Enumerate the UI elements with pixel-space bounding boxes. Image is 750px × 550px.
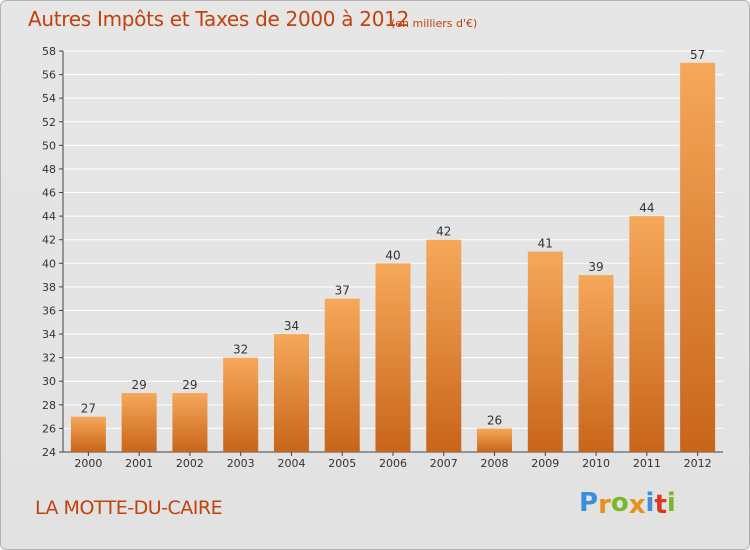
data-label: 42 [436, 225, 451, 239]
bar-2011 [629, 216, 665, 452]
bar-2008 [477, 428, 513, 452]
bars [70, 62, 716, 452]
bar-2006 [375, 263, 411, 452]
y-tick-label: 52 [42, 116, 56, 129]
data-label: 34 [284, 319, 299, 333]
bar-2010 [578, 275, 614, 452]
x-tick-label: 2000 [74, 457, 102, 470]
x-tick-label: 2008 [481, 457, 509, 470]
y-tick-label: 54 [42, 92, 56, 105]
logo-letter: o [610, 488, 629, 518]
data-label: 41 [538, 237, 553, 251]
logo-letter: r [598, 490, 611, 520]
x-tick-label: 2005 [328, 457, 356, 470]
x-tick-label: 2009 [531, 457, 559, 470]
data-label: 29 [132, 378, 147, 392]
y-tick-label: 36 [42, 304, 56, 317]
bar-2003 [223, 357, 259, 452]
chart-title: Autres Impôts et Taxes de 2000 à 2012 [28, 7, 409, 31]
bar-2012 [680, 62, 716, 452]
y-tick-label: 50 [42, 139, 56, 152]
logo-letter: i [666, 488, 676, 518]
y-tick-label: 28 [42, 399, 56, 412]
x-tick-label: 2012 [684, 457, 712, 470]
axes: 24 26 28 30 32 34 36 38 40 42 44 46 48 50 52 54 56 58 2000… [42, 45, 723, 470]
x-tick-label: 2007 [430, 457, 458, 470]
data-label: 32 [233, 343, 248, 357]
chart-subtitle: (en milliers d'€) [391, 17, 478, 30]
y-tick-label: 44 [42, 210, 56, 223]
data-label: 39 [588, 260, 603, 274]
y-tick-label: 24 [42, 446, 56, 459]
data-label: 44 [639, 201, 654, 215]
x-tick-label: 2006 [379, 457, 407, 470]
bar-2002 [172, 393, 208, 452]
data-label: 40 [385, 248, 400, 262]
data-label: 37 [335, 284, 350, 298]
bar-2004 [273, 334, 309, 452]
bar-2001 [121, 393, 157, 452]
y-tick-label: 38 [42, 281, 56, 294]
y-tick-label: 26 [42, 422, 56, 435]
data-label: 29 [182, 378, 197, 392]
data-label: 57 [690, 48, 705, 62]
y-tick-label: 30 [42, 375, 56, 388]
y-tick-label: 40 [42, 257, 56, 270]
logo-letter: i [645, 488, 655, 518]
y-tick-label: 56 [42, 69, 56, 82]
y-tick-label: 48 [42, 163, 56, 176]
bar-2005 [324, 298, 360, 452]
y-tick-label: 58 [42, 45, 56, 58]
data-label: 27 [81, 402, 96, 416]
logo-letter: P [579, 488, 599, 518]
y-tick-label: 34 [42, 328, 56, 341]
logo-letter: x [628, 490, 646, 520]
y-tick-label: 32 [42, 352, 56, 365]
proxiti-logo[interactable]: Proxiti [579, 488, 676, 520]
bar-2009 [527, 251, 563, 452]
y-tick-label: 42 [42, 234, 56, 247]
x-tick-label: 2002 [176, 457, 204, 470]
logo-letter: t [654, 490, 667, 520]
x-tick-label: 2001 [125, 457, 153, 470]
data-labels: 27 29 29 32 34 37 40 42 26 41 39 44 57 [81, 48, 706, 428]
bar-2007 [426, 239, 462, 452]
x-tick-label: 2003 [227, 457, 255, 470]
data-label: 26 [487, 413, 502, 427]
x-tick-label: 2011 [633, 457, 661, 470]
bar-2000 [70, 416, 106, 452]
x-tick-label: 2010 [582, 457, 610, 470]
place-name: LA MOTTE-DU-CAIRE [35, 497, 223, 519]
y-tick-label: 46 [42, 187, 56, 200]
x-tick-label: 2004 [277, 457, 305, 470]
